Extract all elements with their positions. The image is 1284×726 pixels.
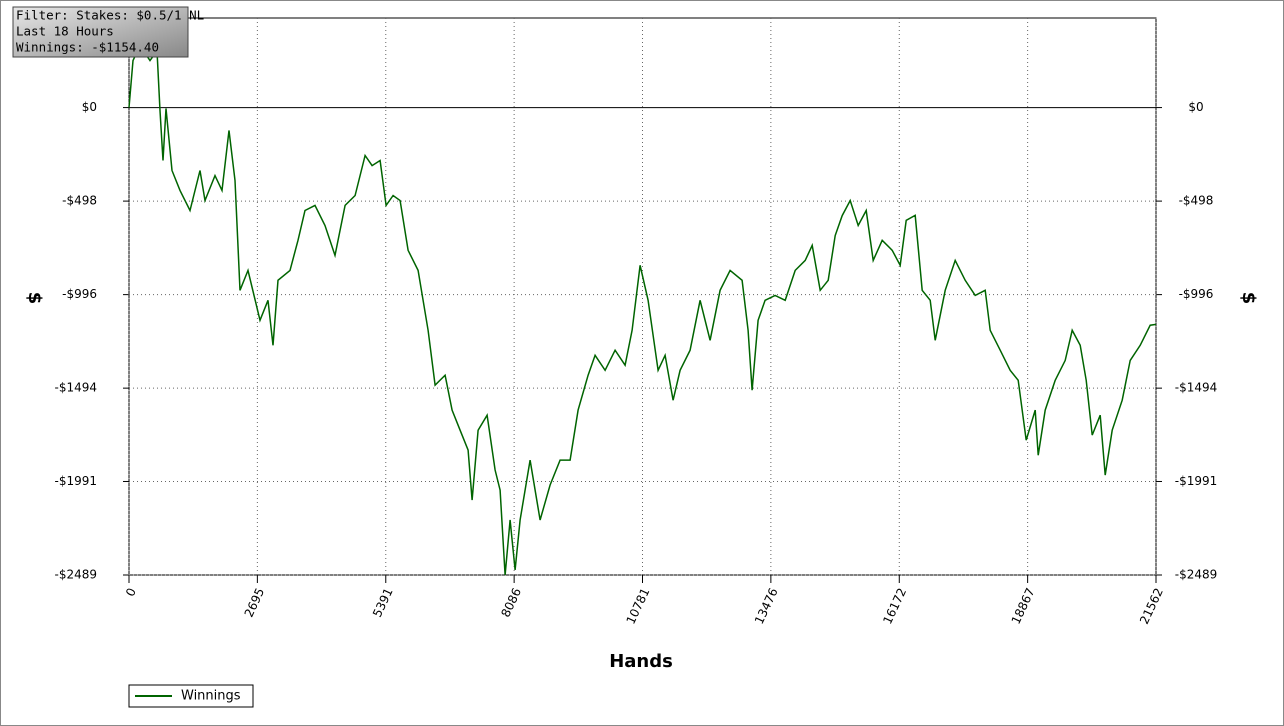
legend-label: Winnings xyxy=(181,689,241,704)
y-tick-label: -$498 xyxy=(62,194,97,208)
line xyxy=(128,44,1157,576)
x-axis-label: Hands xyxy=(609,651,673,672)
y2-axis-label: $ xyxy=(1238,292,1259,305)
y2-tick-label: -$498 xyxy=(1179,194,1214,208)
y-axis-label: $ xyxy=(24,292,45,305)
y-tick-label: -$996 xyxy=(62,287,97,301)
info-line: Last 18 Hours xyxy=(16,24,114,39)
y-tick-label: $0 xyxy=(82,100,97,114)
legend-box xyxy=(128,684,254,708)
y2-tick-label: $0 xyxy=(1188,100,1203,114)
info-line: Winnings: -$1154.40 xyxy=(16,40,159,55)
info-line: Filter: Stakes: $0.5/1 NL xyxy=(16,8,204,23)
y2-tick-label: -$1991 xyxy=(1175,474,1218,488)
y-tick-label: -$2489 xyxy=(54,568,97,582)
y-tick-label: -$1991 xyxy=(54,474,97,488)
info-background xyxy=(12,6,189,58)
plot-area xyxy=(128,17,1157,576)
y-tick-label: -$1494 xyxy=(54,381,97,395)
y2-tick-label: -$996 xyxy=(1179,287,1214,301)
y2-tick-label: -$2489 xyxy=(1175,568,1218,582)
y2-tick-label: -$1494 xyxy=(1175,381,1218,395)
